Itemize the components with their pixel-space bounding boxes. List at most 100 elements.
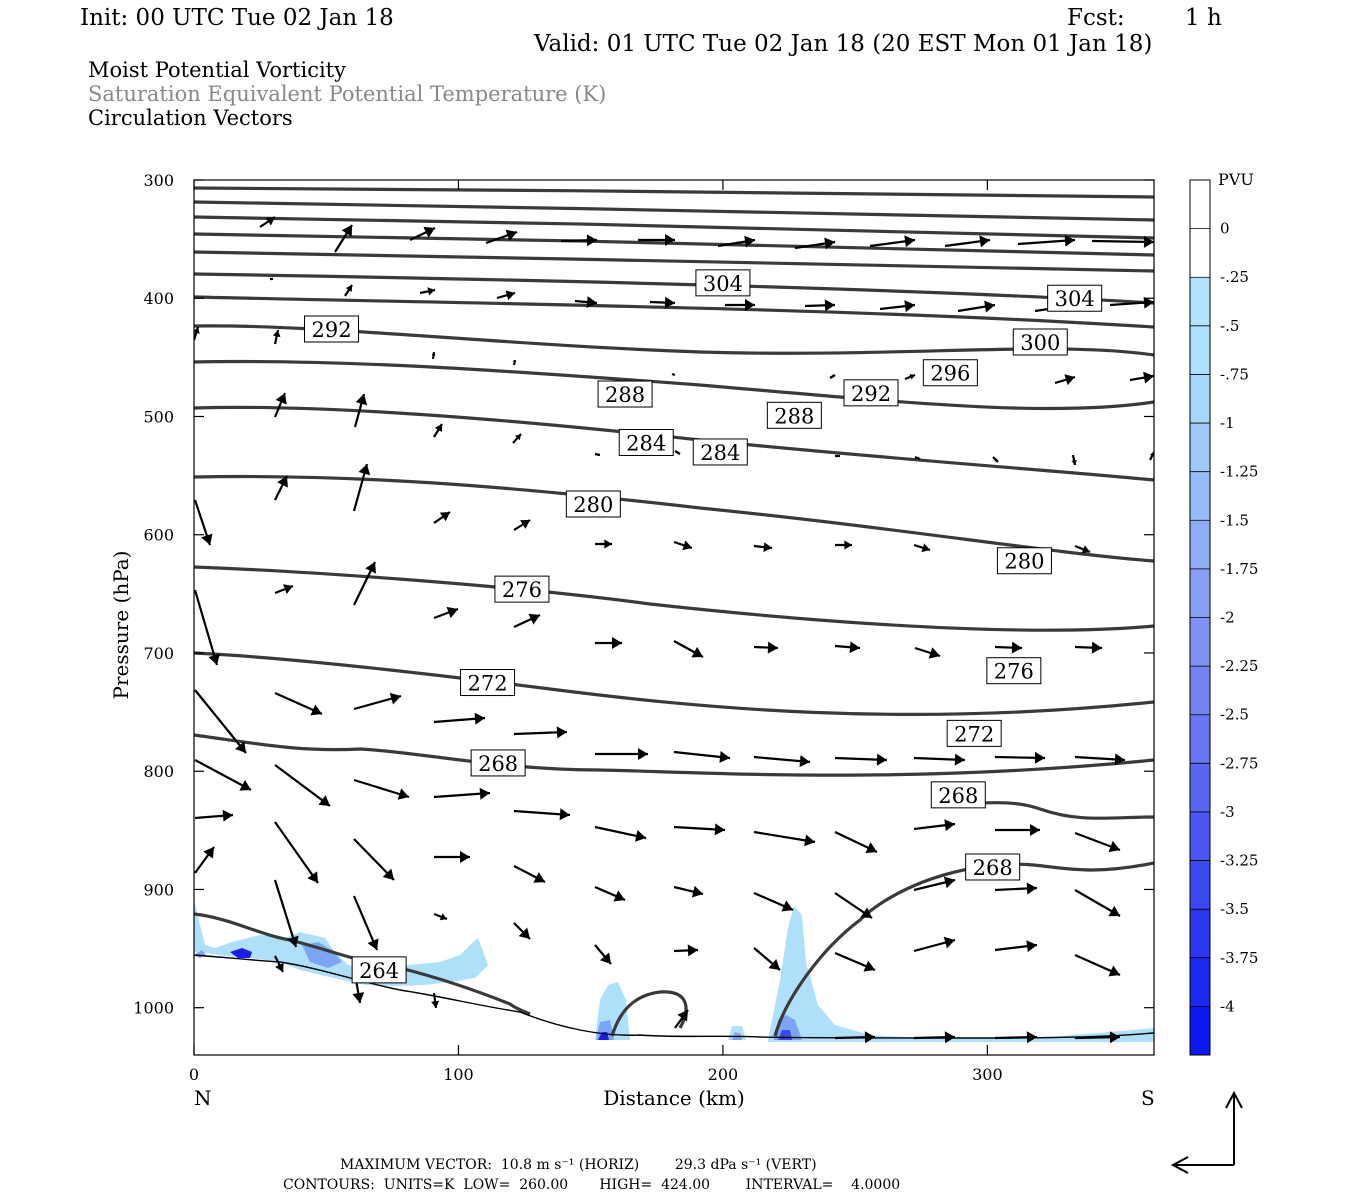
colorbar-swatch	[1190, 714, 1210, 764]
contour-label: 288	[774, 404, 814, 428]
vector-arrow	[1054, 374, 1076, 386]
colorbar-tick-label: -.5	[1220, 317, 1239, 335]
vector-arrow	[869, 235, 916, 248]
endpoint-south: S	[1141, 1086, 1155, 1110]
vector-arrow	[671, 372, 676, 377]
contour-label: 288	[605, 383, 645, 407]
contour-label: 304	[703, 272, 743, 296]
x-tick-label: 300	[972, 1065, 1003, 1084]
vector-arrow	[273, 879, 299, 948]
vector-arrow	[674, 450, 681, 455]
colorbar-swatch	[1190, 471, 1210, 521]
contour-label: 280	[573, 493, 613, 517]
vector-arrow	[434, 851, 470, 863]
vector-arrow	[334, 224, 353, 253]
vector-arrow	[512, 359, 517, 366]
x-axis-label: Distance (km)	[603, 1086, 745, 1110]
contour-labels: 304 304 300 296 292 292 288 288 284 284 280 280 276 2…	[304, 269, 1103, 984]
vector-arrow	[879, 300, 916, 313]
contour-label: 268	[938, 784, 978, 808]
vector-arrow	[914, 646, 941, 659]
vector-arrow	[1149, 451, 1154, 461]
max-vector-note: MAXIMUM VECTOR: 10.8 m s⁻¹ (HORIZ) 29.3 …	[340, 1157, 817, 1173]
colorbar-swatch	[1190, 617, 1210, 667]
y-tick-label: 700	[143, 644, 174, 663]
vector-arrow	[995, 824, 1040, 836]
contour-label-box	[1047, 284, 1103, 312]
vector-arrow	[344, 284, 353, 297]
colorbar-swatch	[1190, 1006, 1210, 1056]
y-tick-label: 500	[143, 407, 174, 426]
contour-label: 304	[1055, 287, 1095, 311]
colorbar-swatch	[1190, 228, 1210, 278]
vector-arrow	[513, 519, 531, 531]
vector-arrow	[194, 846, 215, 874]
vector-arrow	[994, 882, 1038, 895]
contour-label-box	[470, 749, 526, 777]
vector-arrow	[1074, 831, 1121, 853]
vector-arrow	[804, 299, 836, 312]
vector-arrow	[274, 955, 284, 973]
colorbar-tick-label: -1.25	[1220, 463, 1258, 481]
vector-arrow	[194, 326, 200, 341]
y-axis: 300 400 500 600 700 800 900 1000	[133, 171, 1154, 1018]
colorbar-swatch	[1190, 909, 1210, 959]
vector-arrow	[834, 1031, 876, 1044]
colorbar-swatch	[1190, 277, 1210, 327]
contour-label-box	[965, 853, 1021, 881]
vector-arrow	[274, 584, 294, 595]
vector-arrow	[994, 641, 1023, 654]
vector-arrow	[994, 940, 1038, 953]
vector-arrow	[1074, 1031, 1121, 1044]
contour-label: 284	[626, 432, 666, 456]
vector-arrow	[595, 539, 612, 549]
contour-label-box	[843, 379, 899, 407]
vector-arrow	[674, 1009, 689, 1029]
colorbar-swatch	[1190, 568, 1210, 618]
title-pv: Moist Potential Vorticity	[88, 58, 346, 82]
vector-arrow	[433, 912, 448, 921]
vector-arrow	[194, 759, 252, 791]
vector-arrow	[834, 831, 878, 854]
contour-label-box	[692, 438, 748, 466]
contour-label: 300	[1020, 331, 1060, 355]
vector-arrow	[649, 296, 676, 309]
vector-arrow	[431, 351, 436, 360]
endpoint-north: N	[194, 1086, 212, 1110]
vector-arrow	[274, 821, 319, 884]
vector-arrow	[638, 234, 675, 246]
vector-arrow	[673, 885, 704, 898]
vector-arrow	[574, 296, 598, 309]
vector-arrow	[904, 373, 916, 381]
vector-arrow	[673, 823, 726, 836]
vector-arrow	[1129, 371, 1154, 384]
colorbar-tick-label: -1	[1220, 414, 1235, 432]
contour-label-box	[460, 669, 516, 697]
vector-arrow	[431, 992, 440, 1009]
x-axis: 0 100 200 300	[189, 180, 1003, 1084]
vector-arrow	[994, 751, 1046, 764]
vector-arrow	[594, 944, 612, 965]
pv-colorbar: 0 -.25 -.5 -.75 -1 -1.25 -1.5 -1.75 -2 -2.25 -2.5 -…	[1189, 179, 1258, 1056]
colorbar-tick-label: -3.5	[1220, 900, 1249, 918]
colorbar-swatch	[1190, 666, 1210, 716]
contour-label: 268	[478, 752, 518, 776]
vector-arrow	[1074, 641, 1103, 654]
colorbar-swatch	[1190, 860, 1210, 910]
vector-arrow	[433, 511, 451, 524]
valid-time: Valid: 01 UTC Tue 02 Jan 18 (20 EST Mon …	[534, 31, 1153, 57]
colorbar-tick-label: -2	[1220, 609, 1235, 627]
x-tick-label: 100	[443, 1065, 474, 1084]
vector-arrow	[673, 944, 699, 957]
colorbar-tick-label: -2.25	[1220, 657, 1258, 675]
vector-arrow	[913, 1031, 956, 1044]
y-tick-label: 1000	[133, 999, 174, 1018]
y-tick-label: 300	[143, 171, 174, 190]
vector-arrow	[913, 876, 956, 892]
contour-label: 280	[1004, 550, 1044, 574]
vector-arrow	[673, 540, 693, 551]
contour-label-box	[351, 956, 407, 984]
vector-arrow	[673, 750, 731, 763]
contour-label: 276	[502, 578, 542, 602]
